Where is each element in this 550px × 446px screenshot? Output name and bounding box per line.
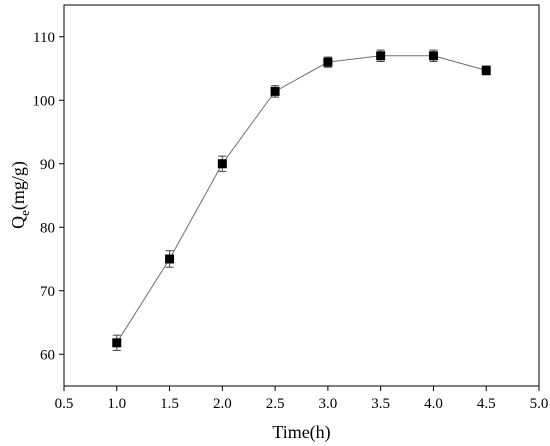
plot-frame: [63, 4, 540, 387]
y-axis-title: Qe(mg/g): [8, 161, 32, 229]
y-tick-label: 90: [40, 157, 55, 173]
x-tick-label: 1.5: [160, 396, 179, 412]
data-point: [376, 51, 386, 61]
y-tick-label: 70: [40, 284, 55, 300]
y-axis: 60 70 80 90 100 110: [33, 30, 64, 363]
x-tick-label: 0.5: [55, 396, 74, 412]
data-markers: [112, 51, 491, 348]
series-line: [116, 55, 487, 344]
y-axis-title-unit: (mg/g): [8, 161, 29, 210]
y-axis-title-subscript: e: [17, 210, 32, 216]
x-tick-label: 5.0: [530, 396, 549, 412]
x-tick-label: 2.0: [213, 396, 232, 412]
x-tick-label: 3.0: [319, 396, 338, 412]
y-axis-title-main: Q: [8, 216, 28, 229]
x-tick-label: 2.5: [266, 396, 285, 412]
y-tick-label: 100: [33, 93, 56, 109]
y-tick-label: 80: [40, 220, 55, 236]
data-point: [481, 65, 491, 75]
y-tick-label: 110: [33, 30, 55, 46]
data-point: [323, 57, 333, 67]
x-tick-label: 3.5: [371, 396, 390, 412]
x-tick-label: 1.0: [107, 396, 126, 412]
x-axis: 0.5 1.0 1.5 2.0 2.5 3.0 3.5 4.0 4.5 5.0: [55, 386, 549, 412]
x-tick-label: 4.0: [424, 396, 443, 412]
x-axis-title: Time(h): [272, 422, 330, 443]
y-tick-label: 60: [40, 347, 55, 363]
series-polyline: [116, 55, 487, 344]
data-point: [217, 159, 227, 169]
data-point: [428, 51, 438, 61]
data-point: [165, 254, 175, 264]
x-tick-label: 4.5: [477, 396, 496, 412]
data-point: [112, 338, 122, 348]
error-bars: [112, 49, 491, 351]
data-point: [270, 86, 280, 96]
